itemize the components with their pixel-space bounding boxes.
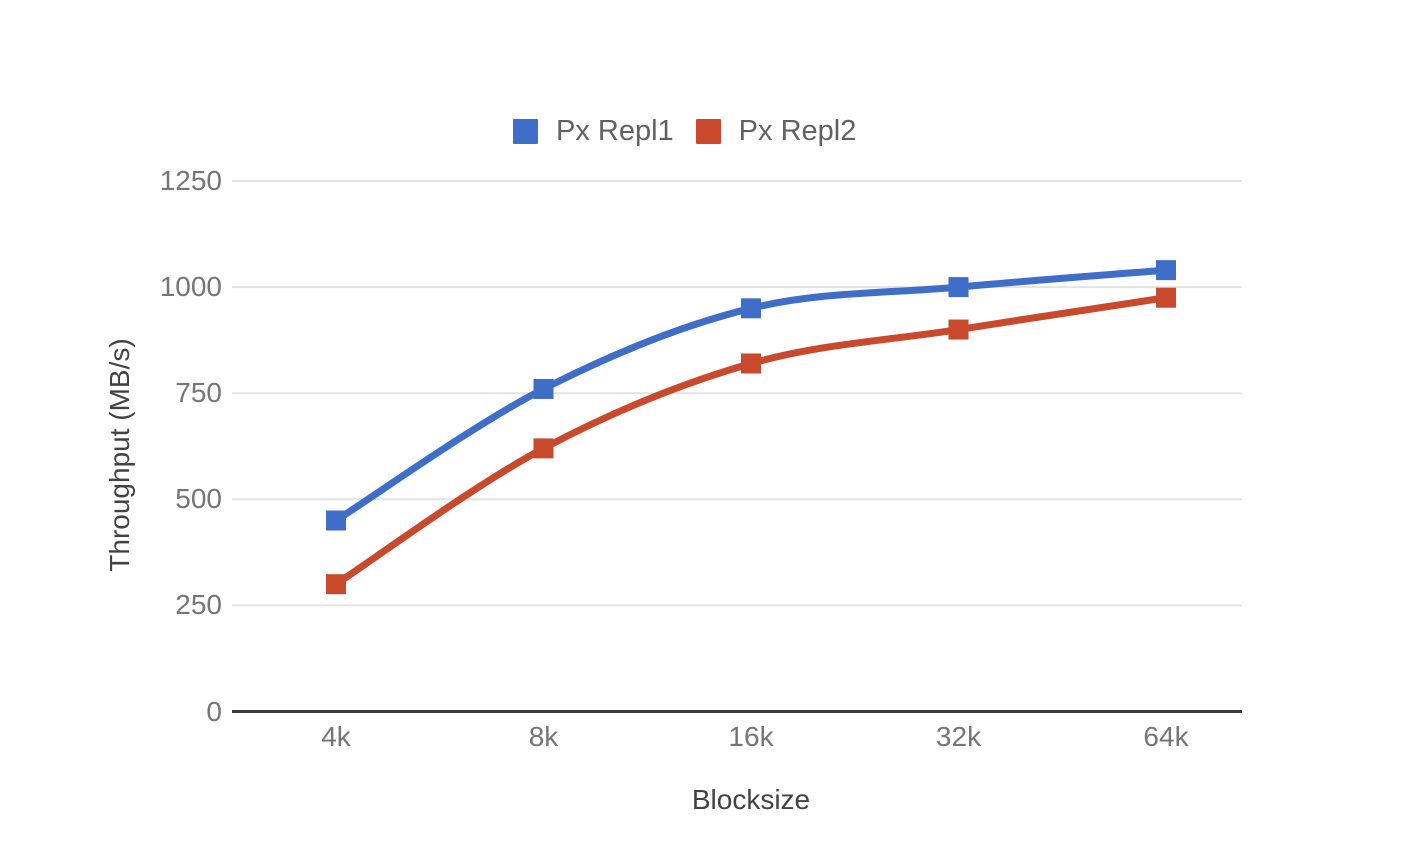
- y-tick-label-500: 500: [175, 483, 222, 515]
- x-tick-label-8k: 8k: [528, 721, 559, 752]
- x-tick-label-64k: 64k: [1143, 721, 1189, 752]
- x-tick-label-32k: 32k: [935, 721, 982, 752]
- legend-label-px-repl1: Px Repl1: [556, 115, 674, 147]
- legend-item-px-repl2: Px Repl2: [695, 115, 857, 148]
- y-tick-label-250: 250: [175, 589, 222, 621]
- data-point-series1-64k: [1156, 260, 1176, 281]
- x-tick-label-16k: 16k: [728, 721, 774, 752]
- legend-item-px-repl1: Px Repl1: [513, 115, 674, 148]
- y-tick-label-0: 0: [206, 695, 222, 727]
- legend-swatch-red-icon: [695, 119, 721, 144]
- data-point-series1-16k: [741, 298, 761, 319]
- legend-swatch-blue-icon: [513, 119, 538, 144]
- y-tick-label-1000: 1000: [159, 271, 222, 303]
- data-point-series1-8k: [533, 378, 554, 399]
- data-point-series2-8k: [533, 438, 554, 459]
- legend-label-px-repl2: Px Repl2: [738, 115, 857, 147]
- y-tick-label-1250: 1250: [159, 165, 222, 196]
- x-axis-title: Blocksize: [691, 784, 811, 815]
- data-point-series2-4k: [326, 574, 346, 595]
- y-tick-label-750: 750: [175, 377, 222, 409]
- chart-legend: Px Repl1 Px Repl2: [513, 115, 856, 148]
- data-point-series2-32k: [948, 319, 969, 340]
- data-point-series2-64k: [1156, 287, 1176, 308]
- data-point-series1-4k: [326, 510, 346, 531]
- x-tick-label-4k: 4k: [321, 721, 351, 752]
- data-point-series1-32k: [948, 277, 969, 298]
- data-point-series2-16k: [741, 353, 761, 374]
